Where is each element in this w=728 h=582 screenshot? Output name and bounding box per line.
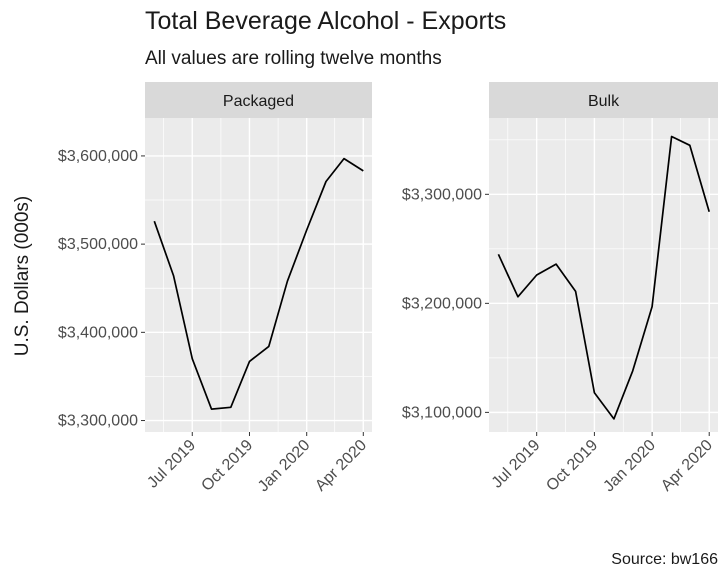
y-tick-label: $3,200,000 xyxy=(402,295,482,312)
y-tick-label: $3,300,000 xyxy=(402,186,482,203)
facet-packaged: Packaged $3,300,000 $3,400,000 $3,500,000 $3… xyxy=(58,82,372,495)
y-tick-label: $3,300,000 xyxy=(58,413,138,430)
y-tick-label: $3,600,000 xyxy=(58,148,138,165)
facet-strip-label: Packaged xyxy=(223,93,294,110)
plot-panel xyxy=(489,118,718,432)
x-tick-label: Jul 2019 xyxy=(489,437,544,492)
chart-title: Total Beverage Alcohol - Exports xyxy=(145,7,506,35)
series-line xyxy=(153,157,364,410)
facet-strip xyxy=(145,82,372,118)
facet-strip xyxy=(489,82,718,118)
x-tick-label: Apr 2020 xyxy=(658,437,716,495)
y-tick-label: $3,400,000 xyxy=(58,324,138,341)
x-tick-label: Jan 2020 xyxy=(600,437,659,496)
x-tick-label: Jul 2019 xyxy=(144,437,199,492)
y-tick-label: $3,500,000 xyxy=(58,236,138,253)
chart-subtitle: All values are rolling twelve months xyxy=(145,48,442,69)
facet-strip-label: Bulk xyxy=(588,93,620,110)
y-axis-label: U.S. Dollars (000s) xyxy=(12,196,33,357)
facet-bulk: Bulk $3,100,000 $3,200,000 $3,300,000 Jul 20… xyxy=(402,82,718,495)
series-line xyxy=(497,135,711,420)
y-tick-label: $3,100,000 xyxy=(402,404,482,421)
x-tick-label: Jan 2020 xyxy=(255,437,314,496)
source-caption: Source: bw166 xyxy=(611,551,718,568)
x-tick-label: Oct 2019 xyxy=(543,437,601,495)
x-tick-label: Apr 2020 xyxy=(312,437,370,495)
x-tick-label: Oct 2019 xyxy=(198,437,256,495)
